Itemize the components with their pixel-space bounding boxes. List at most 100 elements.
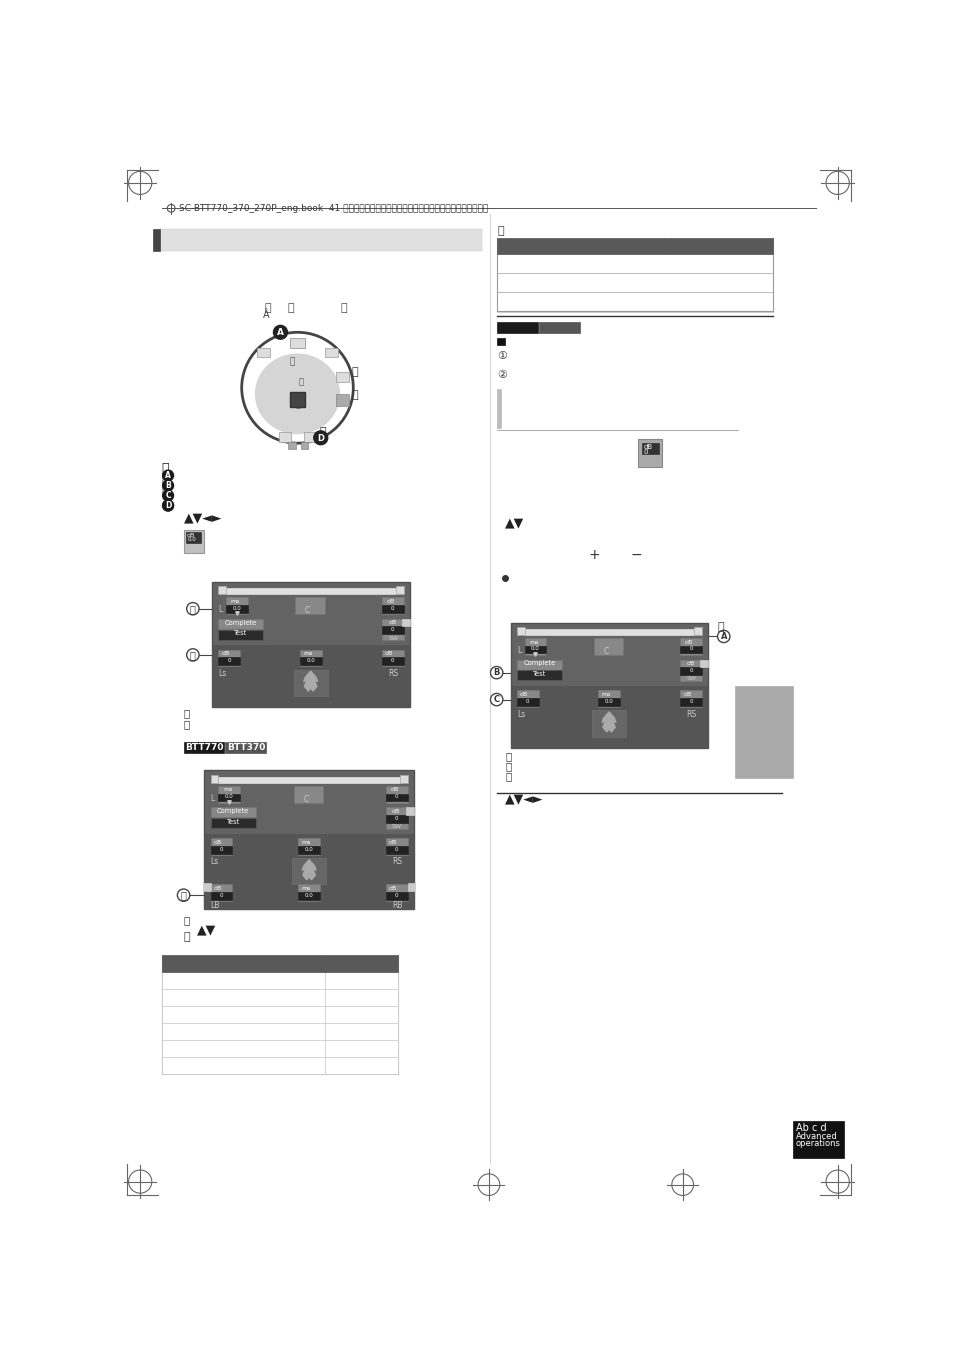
Text: dB: dB [390,788,398,792]
Text: operations: operations [795,1139,840,1148]
Circle shape [490,693,502,705]
Bar [211,885,233,901]
Bar [218,777,399,782]
Bar [211,775,218,782]
Bar [381,619,403,640]
Text: ms: ms [303,651,312,657]
Text: 0: 0 [395,847,398,851]
Text: dB: dB [686,661,694,666]
Text: 0: 0 [391,627,395,632]
Bar [324,1006,397,1023]
Text: 0: 0 [525,698,529,704]
Bar [497,273,772,292]
Text: 0: 0 [391,658,395,663]
Text: dB: dB [389,840,396,844]
Circle shape [187,603,199,615]
Bar [162,1056,324,1074]
Bar [679,698,701,705]
Text: Test: Test [226,819,239,825]
Text: Ⓒ: Ⓒ [298,377,304,386]
Bar [226,605,248,612]
Text: Ⓑ: Ⓑ [287,304,294,313]
Text: dB: dB [385,651,393,657]
Bar [385,885,407,901]
Bar [162,955,324,973]
Text: dB: dB [392,809,400,813]
Text: SW: SW [388,636,397,640]
Text: ②: ② [497,370,507,380]
Text: A: A [276,328,284,338]
Text: C: C [493,694,499,704]
Bar [385,892,407,900]
Text: R: R [695,646,700,655]
Bar [324,973,397,989]
Bar [517,698,537,705]
Bar [385,793,407,801]
Text: Ⓐ: Ⓐ [183,932,190,942]
Bar [524,646,546,654]
Bar [211,819,255,828]
Text: Ⓐ: Ⓐ [717,623,723,632]
Bar [183,742,224,753]
Bar [294,786,323,802]
Circle shape [162,470,173,481]
Bar [638,439,661,467]
Bar [211,846,233,854]
Bar [497,238,670,254]
Bar [497,338,505,346]
Bar [325,347,337,357]
Circle shape [162,500,173,511]
Bar [324,989,397,1006]
Text: 0: 0 [228,658,231,663]
Text: Ⓑ: Ⓑ [497,226,503,236]
Text: Ⓐ: Ⓐ [505,751,511,762]
Text: BTT370: BTT370 [227,743,265,751]
Text: Ⓒ: Ⓒ [340,304,346,313]
Bar [517,659,561,670]
Bar [298,892,319,900]
Bar [497,389,500,428]
Text: Â: Â [262,309,269,320]
Text: dB: dB [187,534,194,538]
Text: 0.0: 0.0 [604,698,613,704]
Bar [225,742,266,753]
Text: Ⓑ: Ⓑ [162,473,170,485]
Bar [300,442,308,450]
Text: D: D [165,503,172,512]
Circle shape [187,648,199,661]
Text: 0.0: 0.0 [225,794,233,800]
Text: dB: dB [684,639,693,644]
Text: 0: 0 [395,816,398,821]
Text: ①: ① [497,351,507,361]
Bar [679,659,701,681]
Text: dB: dB [388,620,396,626]
Bar [218,630,263,639]
Bar [218,657,240,665]
Text: ms: ms [600,692,610,697]
Circle shape [314,431,328,444]
Bar [793,1121,843,1158]
Polygon shape [302,859,315,880]
Bar [278,432,291,442]
Text: 0: 0 [219,893,223,898]
Text: C: C [165,490,171,500]
Text: C: C [305,607,310,616]
Text: Ls: Ls [517,709,524,719]
Bar [335,373,348,381]
Circle shape [162,490,173,501]
Text: Ⓐ: Ⓐ [290,358,294,366]
Bar [288,442,295,450]
Bar [299,650,321,666]
Text: dB: dB [213,886,222,890]
Bar [517,627,524,635]
Text: 0: 0 [689,646,692,651]
Bar [335,394,348,407]
Text: 0.0: 0.0 [306,658,314,663]
Bar [510,686,707,748]
Text: R: R [396,605,402,613]
Text: RS: RS [392,858,402,866]
Text: −: − [630,547,641,562]
Text: 0: 0 [689,698,692,704]
Text: SW: SW [392,824,401,830]
Text: Ⓑ: Ⓑ [294,400,300,409]
